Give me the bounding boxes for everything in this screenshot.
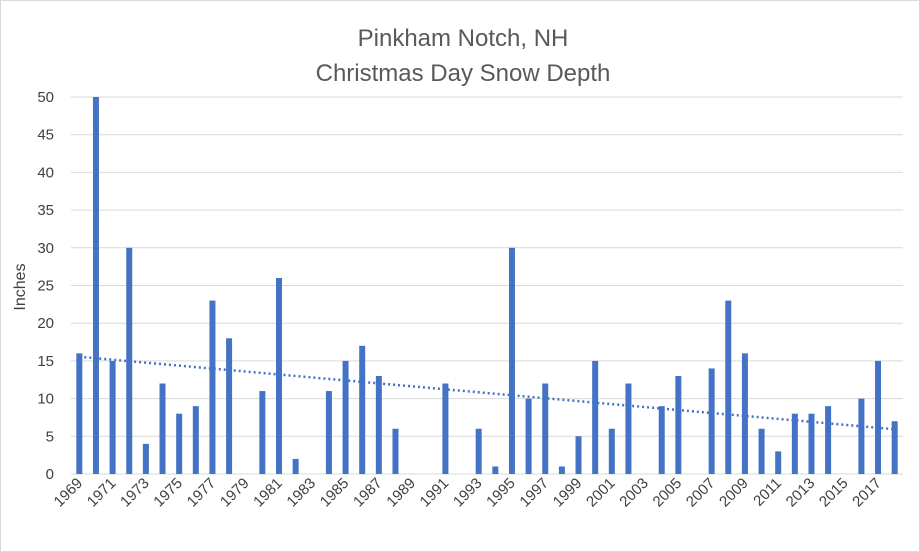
bar-2013 [808, 413, 815, 474]
trendline-line [79, 355, 895, 431]
x-tick-label: 1987 [350, 475, 386, 511]
x-tick-labels: 1969197119731975197719791981198319851987… [51, 475, 885, 511]
x-tick-label: 2007 [683, 475, 719, 511]
bar-1984 [325, 391, 332, 474]
x-tick-label: 1973 [117, 475, 153, 511]
bar-2011 [775, 451, 782, 474]
x-tick-label: 2003 [616, 475, 652, 511]
y-tick-label: 45 [37, 127, 54, 144]
x-tick-label: 1977 [184, 475, 220, 511]
bar-2002 [625, 383, 632, 474]
bar-1999 [575, 436, 582, 474]
bar-1998 [558, 466, 565, 474]
bar-1981 [276, 277, 282, 474]
bar-2000 [592, 360, 599, 474]
x-tick-label: 1997 [516, 475, 552, 511]
x-tick-label: 2005 [650, 475, 686, 511]
bar-2007 [708, 368, 715, 474]
x-tick-label: 1991 [417, 475, 453, 511]
bar-2001 [608, 428, 615, 474]
trendline [79, 355, 895, 431]
bar-2004 [658, 406, 665, 474]
bar-1993 [475, 428, 482, 474]
bar-1969 [76, 353, 83, 474]
x-tick-label: 1995 [483, 475, 519, 511]
bar-1971 [109, 360, 116, 474]
x-tick-label: 1983 [283, 475, 319, 511]
bar-1991 [442, 383, 449, 474]
bar-2008 [725, 300, 732, 474]
bar-1995 [508, 247, 515, 474]
x-tick-label: 1985 [317, 475, 353, 511]
x-tick-label: 2001 [583, 475, 619, 511]
bar-1986 [359, 345, 366, 474]
bar-1978 [226, 338, 233, 474]
y-tick-label: 35 [37, 202, 54, 219]
bar-1982 [292, 458, 299, 474]
x-tick-label: 1989 [383, 475, 419, 511]
bar-1973 [142, 443, 149, 474]
bar-2010 [758, 428, 765, 474]
x-tick-label: 2011 [750, 475, 785, 510]
bar-1987 [375, 375, 382, 474]
x-tick-label: 1981 [250, 475, 286, 511]
chart-title: Pinkham Notch, NH [358, 25, 569, 52]
bar-2017 [875, 360, 882, 474]
x-tick-label: 2009 [716, 475, 752, 511]
bar-2005 [675, 375, 682, 474]
y-axis-label: Inches [12, 263, 29, 310]
y-tick-label: 30 [37, 240, 54, 257]
x-tick-label: 1969 [51, 475, 87, 511]
x-tick-label: 1971 [84, 475, 120, 511]
bar-2014 [825, 406, 832, 474]
x-tick-label: 2015 [816, 475, 852, 511]
bar-1980 [259, 391, 266, 474]
bar-2016 [858, 398, 865, 474]
bar-1976 [192, 406, 199, 474]
bar-2009 [741, 353, 748, 474]
bar-1975 [176, 413, 183, 474]
bar-1974 [159, 383, 166, 474]
x-tick-label: 1979 [217, 475, 253, 511]
y-tick-label: 25 [37, 278, 54, 295]
chart-subtitle: Christmas Day Snow Depth [316, 60, 611, 87]
y-tick-label: 50 [37, 89, 54, 106]
y-tick-labels: 0 5 10 15 20 25 30 35 40 45 50 [37, 89, 54, 483]
bar-2018 [891, 421, 898, 474]
bar-1996 [525, 398, 532, 474]
x-tick-label: 2017 [849, 475, 885, 511]
bar-1985 [342, 360, 349, 474]
bar-2012 [791, 413, 798, 474]
y-tick-label: 20 [37, 315, 54, 332]
y-tick-label: 40 [37, 164, 54, 181]
bar-1988 [392, 428, 399, 474]
y-tick-label: 10 [37, 391, 54, 408]
bar-1997 [542, 383, 549, 474]
y-tick-label: 15 [37, 353, 54, 370]
x-tick-label: 2013 [783, 475, 819, 511]
bar-1994 [492, 466, 499, 474]
bar-1977 [209, 300, 216, 474]
y-tick-label: 5 [46, 428, 54, 445]
x-tick-label: 1975 [150, 475, 186, 511]
bar-1970 [92, 97, 99, 474]
y-tick-label: 0 [46, 466, 54, 483]
x-tick-label: 1993 [450, 475, 486, 511]
x-tick-label: 1999 [550, 475, 586, 511]
